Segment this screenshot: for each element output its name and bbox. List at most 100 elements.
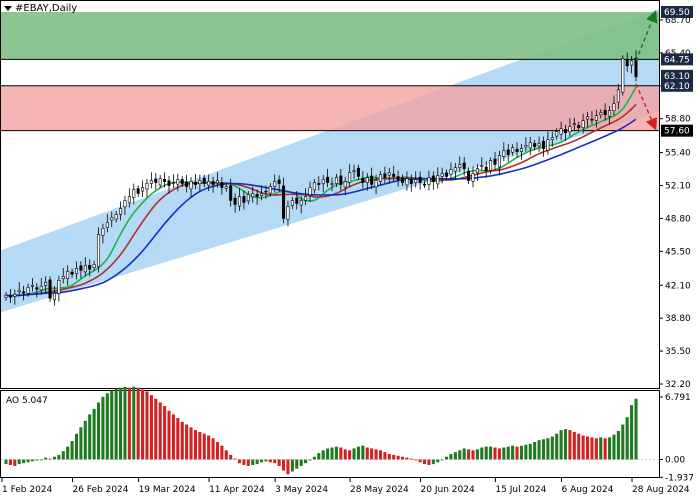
ao-bar [630, 405, 634, 460]
candle-body [608, 110, 612, 117]
candle-body [387, 172, 391, 176]
ao-bar [625, 417, 629, 460]
candle-body [229, 185, 233, 201]
ao-bar [568, 430, 572, 460]
candle [436, 167, 440, 189]
candle-body [132, 189, 136, 198]
ao-bar [339, 447, 343, 460]
ao-bar [414, 459, 418, 461]
candle-body [211, 181, 215, 185]
price-tick-label: 58.80 [665, 115, 691, 125]
candle-body [233, 197, 237, 205]
candle-body [224, 186, 228, 189]
candle-body [409, 179, 413, 184]
candle [475, 163, 479, 182]
ao-bar [590, 437, 594, 460]
candle-body [581, 120, 585, 128]
price-tick-label: 55.40 [665, 149, 691, 159]
ao-bar [427, 459, 431, 466]
symbol-header[interactable]: #EBAY,Daily [4, 3, 77, 14]
price-tag-box [661, 124, 693, 137]
ao-bar [471, 450, 475, 460]
candle-body [414, 179, 418, 184]
ao-bar [17, 459, 21, 465]
candle-body [493, 158, 497, 165]
candle [198, 174, 202, 191]
ao-bar [282, 459, 286, 471]
candle [361, 171, 365, 189]
ao-bar [577, 433, 581, 460]
candle-body [242, 196, 246, 203]
ao-bar [66, 446, 70, 460]
ao-bar [559, 430, 563, 460]
candle [39, 277, 43, 295]
candle-body [599, 112, 603, 116]
candle-body [396, 176, 400, 180]
candle [528, 136, 532, 156]
candle-body [537, 143, 541, 147]
candle-body [577, 124, 581, 128]
candle-body [528, 142, 532, 149]
ao-bar [440, 459, 444, 461]
candle [572, 117, 576, 132]
ao-bar [264, 459, 268, 462]
candle [282, 177, 286, 224]
candle [13, 289, 17, 305]
candle [22, 285, 26, 301]
candle [255, 189, 259, 205]
candle-body [484, 166, 488, 171]
candle-body [563, 129, 568, 133]
ao-bar [119, 387, 123, 460]
candle [163, 172, 167, 188]
ao-bar [286, 459, 290, 475]
ao-bar [211, 438, 215, 460]
main-pane-frame [0, 0, 660, 389]
candle-body [123, 200, 127, 208]
candle-body [506, 149, 510, 155]
ao-bar [519, 445, 523, 460]
candle [123, 195, 127, 216]
ao-bar [83, 420, 87, 460]
candle-body [114, 214, 118, 220]
moving-averages [5, 86, 637, 297]
ao-bar [537, 440, 541, 460]
candle [563, 124, 568, 141]
candle-body [502, 150, 506, 157]
candle-body [141, 187, 145, 192]
candle [365, 172, 369, 191]
ao-bar [220, 445, 224, 460]
dropdown-triangle-icon[interactable] [4, 6, 12, 11]
candle-body [471, 173, 475, 182]
ao-bar [149, 395, 153, 460]
candle [431, 171, 435, 190]
candle-body [423, 183, 427, 186]
ao-bar [370, 448, 374, 460]
candle [414, 171, 418, 188]
candle-body [35, 287, 39, 290]
candle-body [61, 275, 65, 279]
candle [533, 139, 537, 151]
candle [480, 157, 484, 171]
time-tick-label: 11 Apr 2024 [209, 485, 265, 495]
candle-body [295, 197, 299, 204]
candle-body [555, 131, 559, 137]
candle-body [458, 164, 462, 168]
candle [48, 276, 52, 302]
candle-body [634, 58, 638, 78]
candle-body [83, 265, 87, 273]
candle [273, 174, 277, 193]
candle [590, 110, 594, 125]
candle-body [154, 178, 158, 183]
candle-body [39, 285, 43, 291]
ao-bar [422, 459, 427, 465]
ao-tick-label: 6.791 [665, 393, 691, 403]
candle-body [268, 186, 272, 194]
ao-bar [88, 414, 92, 460]
candle-body [290, 200, 294, 206]
ao-bar [13, 459, 17, 466]
candle [8, 288, 12, 304]
ao-bar [61, 451, 65, 460]
candle [119, 201, 123, 221]
